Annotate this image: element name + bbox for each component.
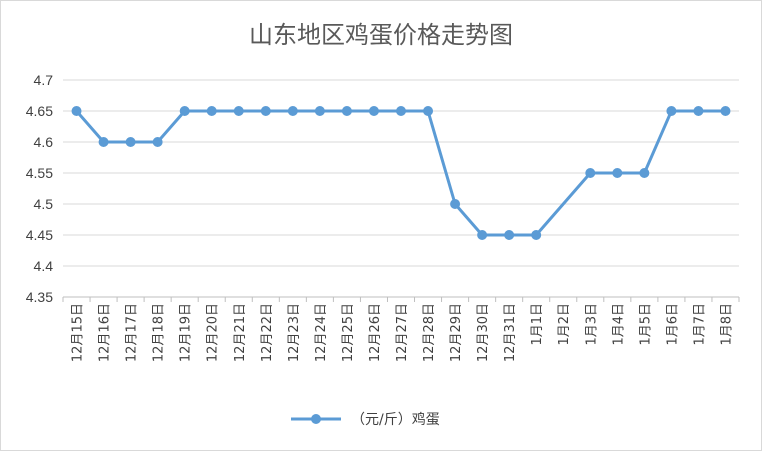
x-tick-label: 12月22日 [260, 303, 275, 362]
data-point [531, 230, 542, 240]
legend-series-name: （元/斤）鸡蛋 [351, 412, 440, 428]
x-tick-label: 12月24日 [314, 303, 329, 362]
data-point [450, 199, 461, 209]
x-tick-label: 12月28日 [422, 303, 437, 362]
data-point [612, 168, 623, 178]
x-tick-label: 12月15日 [71, 303, 86, 362]
x-tick-label: 12月26日 [368, 303, 383, 362]
chart-title: 山东地区鸡蛋价格走势图 [249, 21, 513, 49]
data-point [125, 137, 136, 147]
x-tick-label: 12月17日 [125, 303, 140, 362]
x-tick-label: 12月19日 [179, 303, 194, 362]
data-point [477, 230, 488, 240]
y-tick-label: 4.6 [34, 134, 54, 150]
legend-point [311, 414, 321, 424]
data-point [666, 106, 677, 116]
x-tick-label: 12月16日 [98, 303, 113, 362]
x-tick-label: 12月21日 [233, 303, 248, 362]
data-point [179, 106, 190, 116]
data-point [287, 106, 298, 116]
x-tick-label: 12月23日 [287, 303, 302, 362]
legend: （元/斤）鸡蛋 [291, 409, 440, 429]
x-tick-label: 12月29日 [449, 303, 464, 362]
x-tick-label: 12月27日 [395, 303, 410, 362]
y-tick-label: 4.35 [26, 289, 53, 305]
x-tick-label: 1月6日 [665, 303, 680, 346]
y-tick-label: 4.55 [26, 165, 53, 181]
data-point [233, 106, 244, 116]
x-tick-label: 12月18日 [152, 303, 167, 362]
data-point [423, 106, 434, 116]
x-tick-label: 1月1日 [530, 303, 545, 346]
data-point [504, 230, 515, 240]
x-tick-label: 12月25日 [341, 303, 356, 362]
legend-marker [291, 414, 341, 424]
x-tick-label: 12月20日 [206, 303, 221, 362]
x-tick-label: 1月8日 [719, 303, 734, 346]
data-point [693, 106, 704, 116]
data-point [341, 106, 352, 116]
x-tick-label: 1月4日 [611, 303, 626, 346]
x-tick-label: 12月31日 [503, 303, 518, 362]
data-point [260, 106, 271, 116]
x-tick-label: 1月7日 [692, 303, 707, 346]
y-tick-label: 4.4 [34, 258, 54, 274]
y-tick-label: 4.5 [34, 196, 54, 212]
x-tick-label: 12月30日 [476, 303, 491, 362]
data-point [720, 106, 731, 116]
data-point [98, 137, 109, 147]
data-point [206, 106, 217, 116]
data-point [585, 168, 596, 178]
data-point [639, 168, 650, 178]
data-point [368, 106, 379, 116]
y-tick-label: 4.45 [26, 227, 53, 243]
x-tick-label: 1月2日 [557, 303, 572, 346]
data-point [71, 106, 82, 116]
data-point [314, 106, 325, 116]
y-tick-label: 4.65 [26, 103, 53, 119]
x-tick-label: 1月5日 [638, 303, 653, 346]
data-point [152, 137, 163, 147]
x-tick-label: 1月3日 [584, 303, 599, 346]
y-tick-label: 4.7 [34, 72, 54, 88]
data-point [396, 106, 406, 116]
